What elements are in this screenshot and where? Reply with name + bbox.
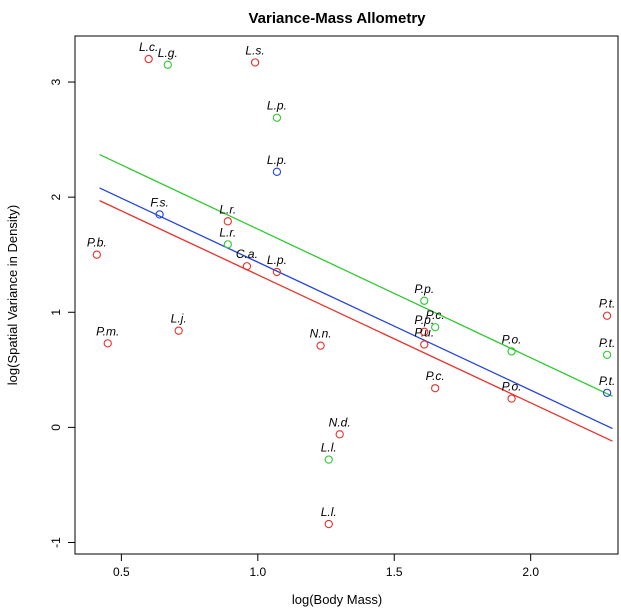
fit-lines [99,153,613,442]
data-point [507,347,516,356]
chart-title: Variance-Mass Allometry [248,10,426,27]
data-point [324,455,333,464]
point-label: F.s. [150,195,168,209]
y-tick-label: 3 [49,78,63,85]
point-label: L.j. [171,312,187,326]
data-point [103,339,112,348]
data-point [272,167,282,176]
y-tick-label: 1 [49,309,63,316]
point-label: P.b. [87,236,107,250]
data-point [316,341,325,350]
data-point [155,210,164,219]
point-label: P.u. [414,325,434,339]
data-point [420,327,429,336]
data-point [242,262,252,271]
point-label: L.p. [267,99,287,113]
y-tick-label: 2 [49,193,63,200]
y-tick-label: 0 [49,424,63,431]
point-label: L.g. [158,46,178,60]
data-points: L.c. L.g. L.s. L.p. L.p. F.s. L.r. L.r. P.b. C.a.… [87,40,615,529]
point-label: P.p. [414,313,434,327]
data-point [431,384,440,393]
data-point [420,296,429,305]
point-label: P.p. [414,282,434,296]
data-point [223,217,232,226]
data-point [250,58,260,67]
data-point [174,326,183,335]
data-point [324,519,333,529]
x-axis-label: log(Body Mass) [292,592,382,607]
point-label: P.o. [502,332,522,346]
point-label: L.l. [321,441,337,455]
data-point [223,240,232,249]
point-label: L.p. [267,153,287,167]
plot-frame [74,35,619,555]
data-point [144,54,153,64]
data-point [335,430,344,439]
data-point [272,267,282,277]
y-axis-label: log(Spatial Variance in Density) [5,205,20,385]
data-point [507,394,516,403]
point-label: L.l. [321,505,337,519]
axis-ticks: 0.5 1.0 1.5 2.0 -1 0 1 2 3 [49,78,539,579]
point-label: L.r. [219,225,236,239]
x-tick-label: 2.0 [522,565,539,579]
point-label: P.o. [502,380,522,394]
point-label: P.m. [96,324,119,338]
point-label: N.n. [310,327,332,341]
data-point [431,323,440,332]
x-tick-label: 0.5 [113,565,130,579]
fit-line-green [99,153,613,397]
data-point [602,350,612,360]
point-label: P.t. [599,336,615,350]
point-label: L.r. [219,202,236,216]
fit-line-blue [99,187,613,430]
point-label: L.c. [139,40,158,54]
x-tick-label: 1.0 [249,565,266,579]
point-label: P.t. [599,297,615,311]
point-label: P.c. [426,369,445,383]
fit-line-red [99,200,613,442]
point-label: L.s. [245,43,264,57]
point-label: N.d. [329,415,351,429]
data-point [420,340,429,349]
y-tick-label: -1 [49,537,63,548]
x-tick-label: 1.5 [386,565,403,579]
point-label: P.c. [426,308,445,322]
data-point [163,60,172,69]
data-point [272,113,282,122]
data-point [602,388,612,397]
point-label: L.p. [267,253,287,267]
data-point [602,311,612,320]
point-label: P.t. [599,374,615,388]
data-point [92,250,101,259]
point-label: C.a. [236,247,258,261]
